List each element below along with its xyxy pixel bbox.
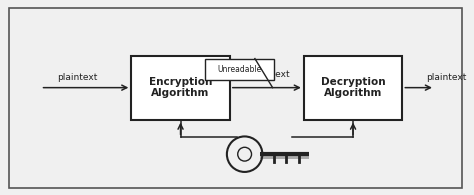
FancyBboxPatch shape	[131, 56, 230, 120]
Text: ciphertext: ciphertext	[244, 70, 290, 79]
Text: Encryption
Algorithm: Encryption Algorithm	[149, 77, 212, 98]
Text: Unreadable: Unreadable	[218, 65, 262, 74]
Text: Decryption
Algorithm: Decryption Algorithm	[321, 77, 385, 98]
Bar	[260, 154, 309, 159]
FancyBboxPatch shape	[205, 58, 274, 80]
Text: plaintext: plaintext	[427, 73, 467, 82]
FancyBboxPatch shape	[9, 8, 463, 188]
FancyBboxPatch shape	[304, 56, 402, 120]
Text: plaintext: plaintext	[57, 73, 97, 82]
